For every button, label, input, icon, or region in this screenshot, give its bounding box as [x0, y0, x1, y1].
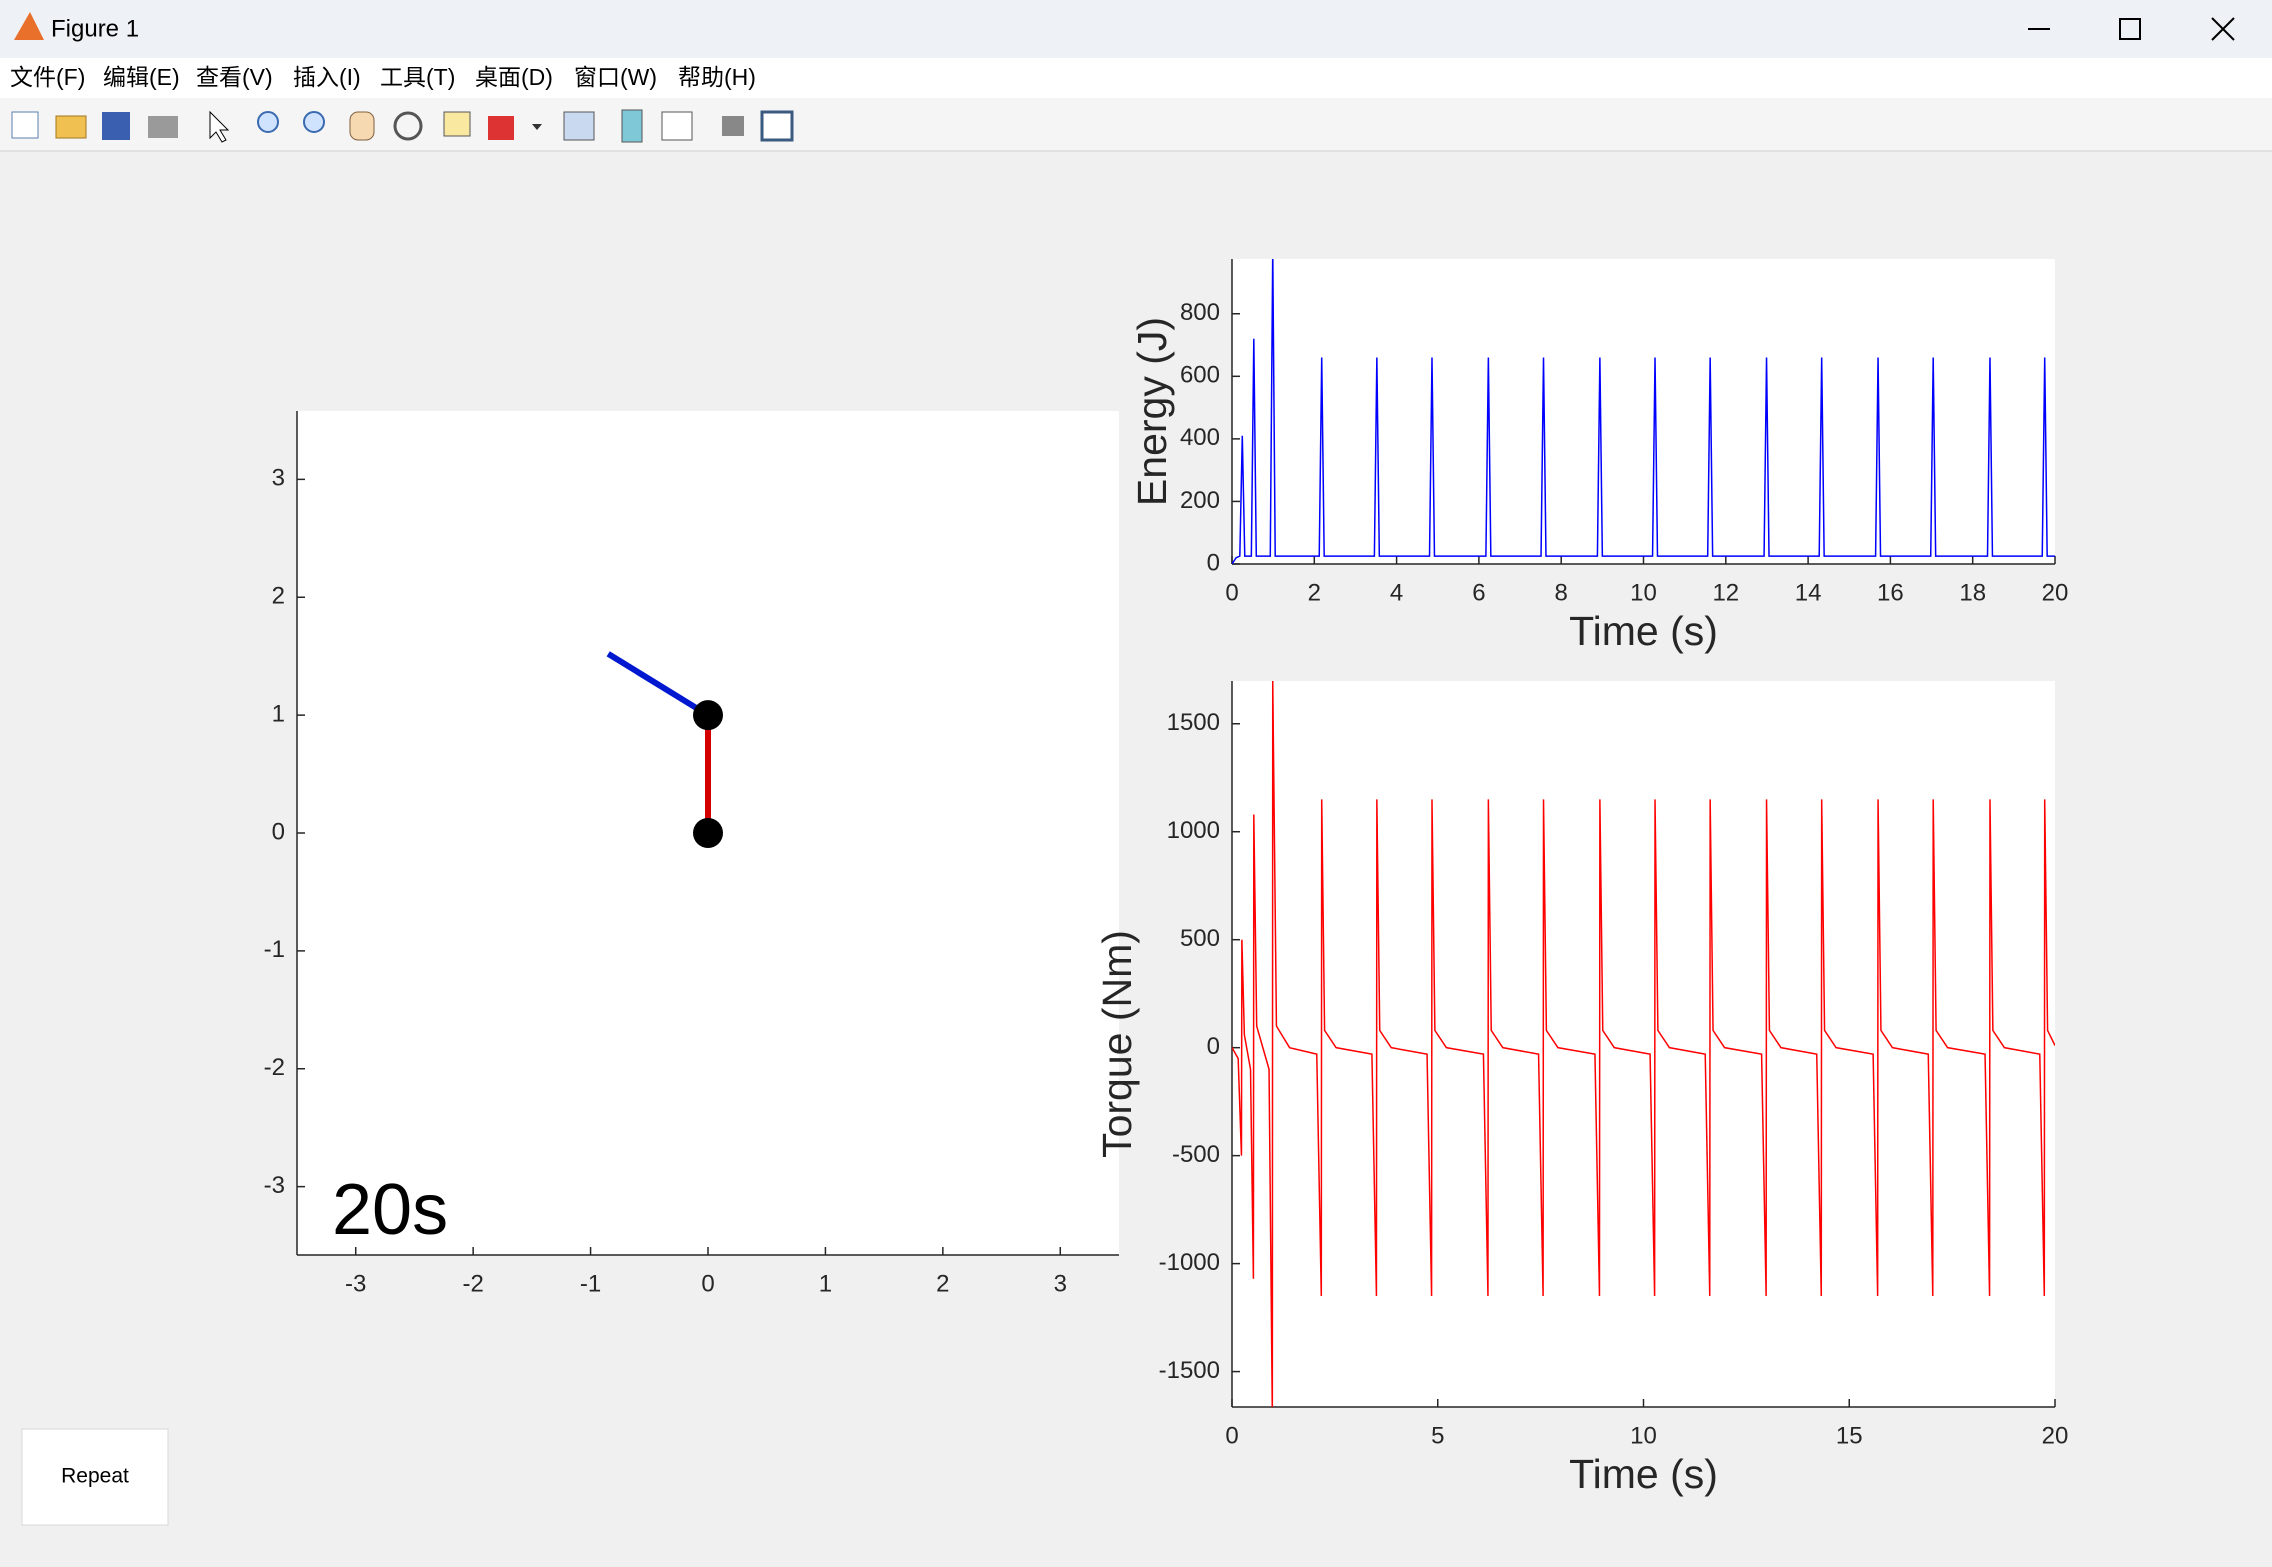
x-tick-label: -3: [345, 1270, 366, 1297]
menu-item[interactable]: 工具(T): [380, 64, 455, 90]
x-axis-label: Time (s): [1569, 1451, 1718, 1497]
hide-tools-icon[interactable]: [722, 116, 744, 136]
zoom-out-icon[interactable]: [303, 111, 325, 133]
y-tick-label: 800: [1180, 299, 1220, 326]
y-axis-label: Torque (Nm): [1094, 930, 1140, 1158]
repeat-button[interactable]: [21, 1428, 169, 1526]
plot-lines: [1232, 681, 2055, 1407]
x-tick-label: -1: [580, 1270, 601, 1297]
chart: 0 5 10 15 20 -1500 -1000 -500 0 500 1000 1500 Time (…: [1094, 681, 2069, 1497]
plot-lines: [1232, 259, 2055, 564]
menu-item[interactable]: 文件(F): [10, 64, 85, 90]
y-tick-label: 1: [272, 700, 285, 727]
x-tick-label: 12: [1712, 579, 1739, 606]
y-tick-label: -2: [264, 1054, 285, 1081]
colorbar-icon[interactable]: [621, 109, 643, 143]
y-tick-label: 600: [1180, 362, 1220, 389]
x-tick-label: 5: [1431, 1422, 1444, 1449]
legend-icon[interactable]: [661, 111, 693, 141]
y-tick-label: 0: [272, 818, 285, 845]
y-axis-label: Energy (J): [1129, 317, 1175, 506]
new-icon[interactable]: [11, 111, 39, 139]
y-tick-label: 500: [1180, 925, 1220, 952]
toolbar: [0, 98, 2272, 151]
menu-bar: [0, 58, 2272, 98]
link-icon[interactable]: [563, 111, 595, 141]
joint-marker: [693, 818, 723, 848]
menu-item[interactable]: 窗口(W): [574, 64, 657, 90]
y-tick-label: 1500: [1167, 709, 1220, 736]
y-tick-label: -1000: [1159, 1249, 1220, 1276]
plot-area: [1232, 259, 2055, 564]
x-tick-label: 10: [1630, 1422, 1657, 1449]
x-tick-label: 0: [701, 1270, 714, 1297]
dock-icon[interactable]: [760, 110, 794, 142]
rotate-icon[interactable]: [393, 111, 423, 141]
save-icon[interactable]: [102, 112, 130, 140]
brush-dropdown[interactable]: [532, 124, 542, 130]
x-tick-label: 2: [936, 1270, 949, 1297]
x-tick-label: -2: [462, 1270, 483, 1297]
series-line: [606, 651, 710, 718]
close-button[interactable]: [2211, 17, 2235, 41]
y-tick-label: 3: [272, 465, 285, 492]
x-tick-label: 0: [1225, 1422, 1238, 1449]
pan-icon[interactable]: [349, 111, 375, 141]
menu-item[interactable]: 插入(I): [293, 64, 361, 90]
series-line: [1232, 259, 2055, 564]
menu-item[interactable]: 桌面(D): [475, 64, 553, 90]
maximize-button[interactable]: [2119, 18, 2141, 40]
x-tick-label: 16: [1877, 579, 1904, 606]
x-tick-label: 0: [1225, 579, 1238, 606]
x-tick-label: 8: [1555, 579, 1568, 606]
y-tick-label: -3: [264, 1172, 285, 1199]
y-tick-label: 200: [1180, 487, 1220, 514]
menu: 文件(F) 编辑(E) 查看(V) 插入(I) 工具(T) 桌面(D) 窗口(W) 帮助(H): [10, 64, 756, 90]
plot-lines: [606, 651, 723, 848]
menu-item[interactable]: 查看(V): [196, 64, 273, 90]
toolbar-icons: [11, 109, 794, 143]
chart: -3 -2 -1 0 1 2 3 -3 -2 -1 0 1 2 3 20s: [264, 411, 1119, 1297]
x-tick-label: 1: [819, 1270, 832, 1297]
y-tick-label: 0: [1207, 1033, 1220, 1060]
x-tick-label: 4: [1390, 579, 1403, 606]
x-tick-label: 6: [1472, 579, 1485, 606]
x-tick-label: 10: [1630, 579, 1657, 606]
x-tick-label: 3: [1054, 1270, 1067, 1297]
x-tick-label: 2: [1308, 579, 1321, 606]
x-tick-label: 20: [2042, 1422, 2069, 1449]
x-tick-label: 15: [1836, 1422, 1863, 1449]
plot-area: [1232, 681, 2055, 1407]
y-tick-label: -1: [264, 936, 285, 963]
joint-marker: [693, 700, 723, 731]
x-axis-label: Time (s): [1569, 608, 1718, 654]
x-tick-label: 14: [1795, 579, 1822, 606]
brush-icon[interactable]: [488, 116, 514, 140]
window-title: Figure 1: [51, 15, 139, 42]
print-icon[interactable]: [148, 116, 178, 138]
app-icon: [14, 12, 44, 40]
menu-item[interactable]: 帮助(H): [678, 64, 756, 90]
pointer-icon[interactable]: [209, 110, 230, 143]
title-bar: [0, 0, 2272, 58]
y-tick-label: 400: [1180, 424, 1220, 451]
annotation: 20s: [332, 1170, 448, 1250]
datatip-icon[interactable]: [443, 111, 471, 137]
zoom-in-icon[interactable]: [257, 111, 279, 133]
y-tick-label: 2: [272, 583, 285, 610]
open-icon[interactable]: [55, 115, 87, 139]
y-tick-label: 1000: [1167, 817, 1220, 844]
y-tick-label: -500: [1172, 1141, 1220, 1168]
y-tick-label: 0: [1207, 549, 1220, 576]
x-tick-label: 20: [2042, 579, 2069, 606]
series-line: [1232, 681, 2055, 1407]
x-tick-label: 18: [1959, 579, 1986, 606]
menu-item[interactable]: 编辑(E): [103, 64, 180, 90]
repeat-button-label[interactable]: Repeat: [61, 1465, 129, 1488]
y-tick-label: -1500: [1159, 1357, 1220, 1384]
